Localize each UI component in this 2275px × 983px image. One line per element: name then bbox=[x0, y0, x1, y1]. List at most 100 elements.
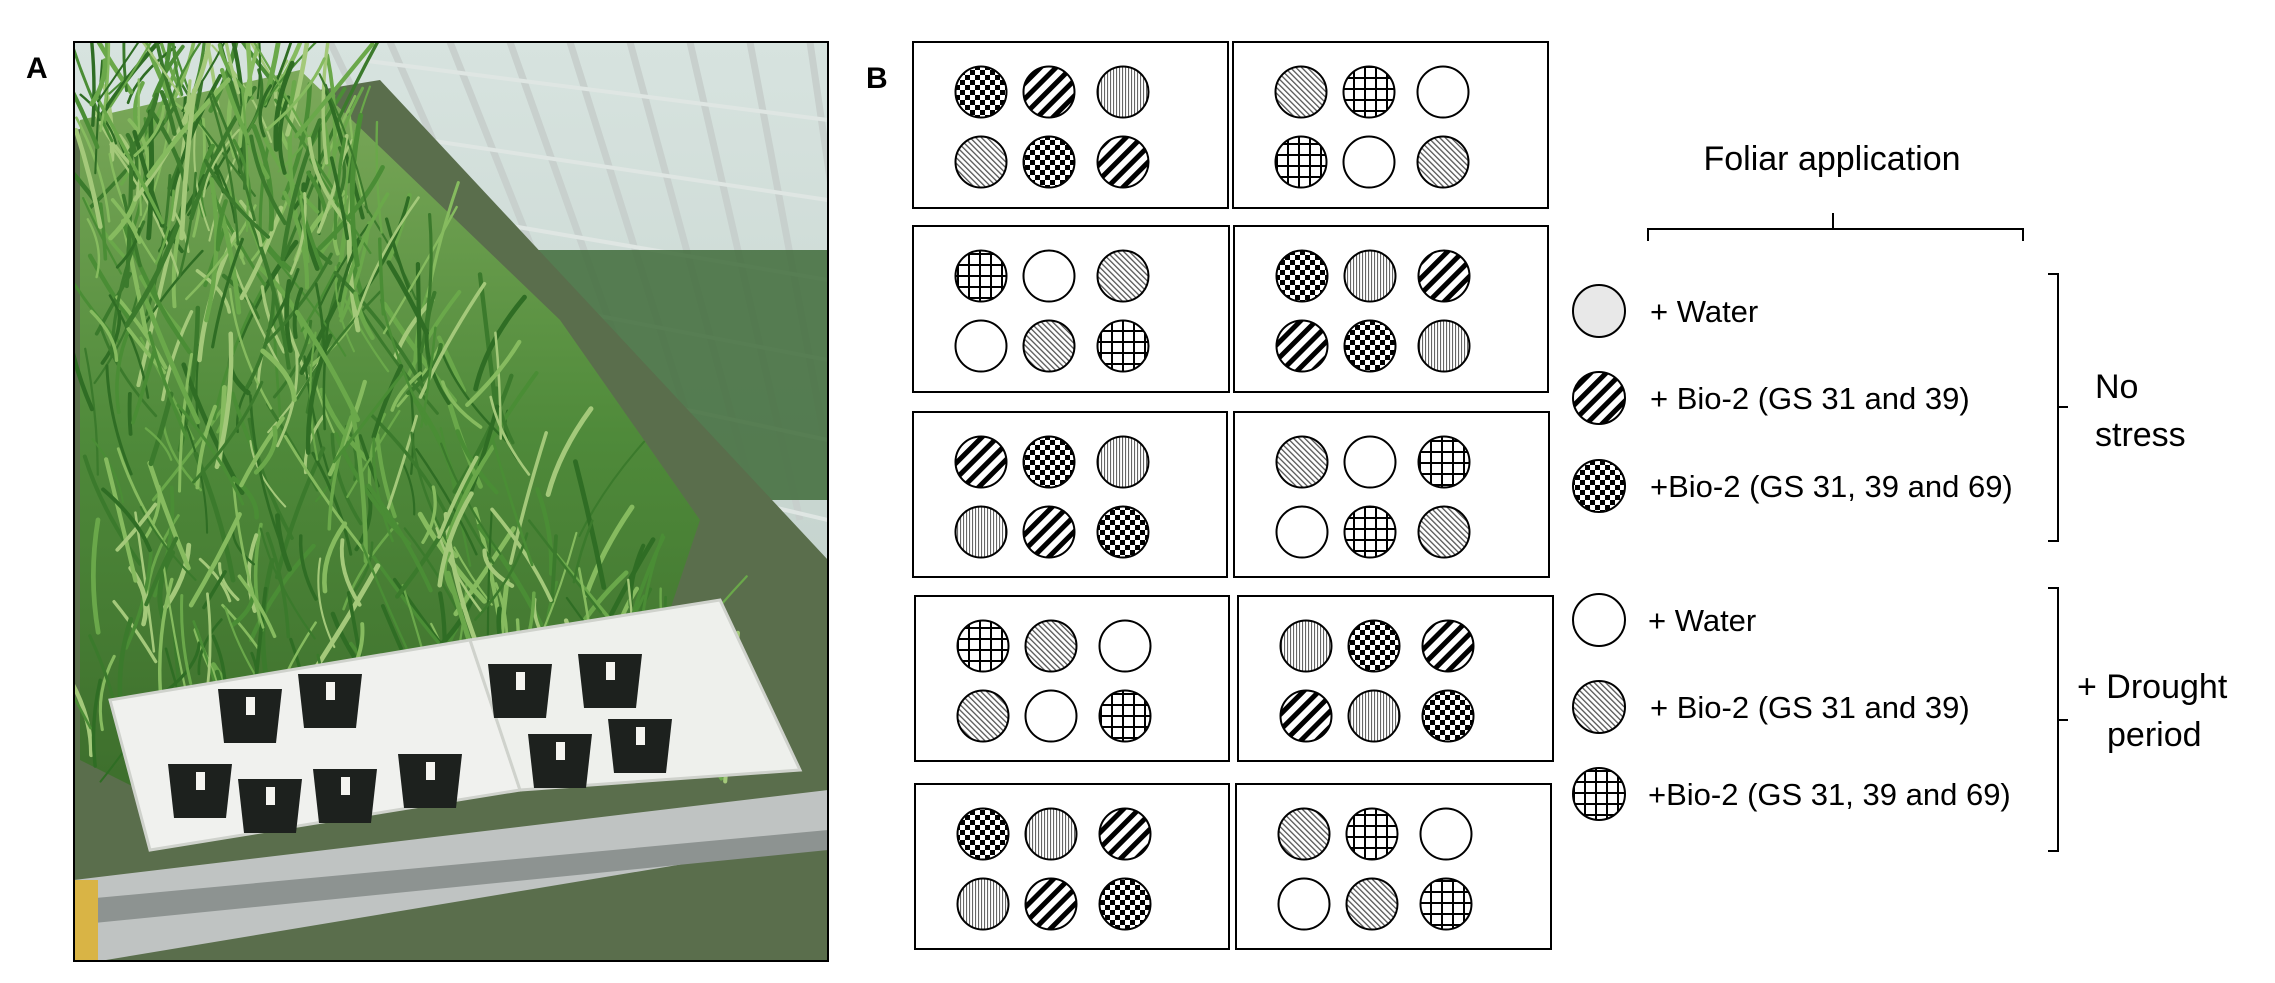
pot-marker-hatch bbox=[1277, 807, 1331, 861]
pot-marker-hatch bbox=[1096, 249, 1150, 303]
pot-marker-white bbox=[1024, 689, 1078, 743]
tray-border bbox=[1233, 411, 1550, 578]
tray bbox=[912, 411, 1228, 578]
legend-label: +Bio-2 (GS 31, 39 and 69) bbox=[1650, 469, 2013, 504]
tray bbox=[914, 595, 1230, 762]
pot-marker-check bbox=[1275, 249, 1329, 303]
panel-b-label: B bbox=[866, 62, 888, 95]
legend-swatch-check bbox=[1572, 459, 1626, 513]
pot-marker-hatch bbox=[1417, 505, 1471, 559]
pot-marker-grid bbox=[1098, 689, 1152, 743]
pot-marker-vlines bbox=[1096, 65, 1150, 119]
tray bbox=[1237, 595, 1554, 762]
legend-title: Foliar application bbox=[1703, 140, 1960, 178]
group-label-drought-line2: period bbox=[2107, 716, 2202, 754]
plant-pots bbox=[168, 654, 672, 833]
pot-marker-diag bbox=[1022, 65, 1076, 119]
legend-swatch-gray bbox=[1572, 284, 1626, 338]
pot-marker-hatch bbox=[956, 689, 1010, 743]
legend-label: + Bio-2 (GS 31 and 39) bbox=[1650, 381, 1970, 416]
tray bbox=[912, 41, 1229, 209]
pot-marker-hatch bbox=[1274, 65, 1328, 119]
pot-marker-check bbox=[1421, 689, 1475, 743]
pot-marker-white bbox=[1342, 135, 1396, 189]
pot-marker-hatch bbox=[1024, 619, 1078, 673]
tray-border bbox=[1232, 41, 1549, 209]
legend-top-brace bbox=[1647, 213, 2024, 241]
pot-marker-diag bbox=[1275, 319, 1329, 373]
pot-marker-white bbox=[1343, 435, 1397, 489]
pot-marker-white bbox=[1416, 65, 1470, 119]
pot-marker-white bbox=[1275, 505, 1329, 559]
pot-marker-diag bbox=[1279, 689, 1333, 743]
pot-marker-vlines bbox=[956, 877, 1010, 931]
pot-marker-hatch bbox=[1275, 435, 1329, 489]
group-label-no-stress-line1: No bbox=[2095, 368, 2138, 406]
pot-marker-white bbox=[954, 319, 1008, 373]
group-label-drought-line1: + Drought bbox=[2077, 668, 2228, 706]
pot-marker-hatch bbox=[1416, 135, 1470, 189]
tray-border bbox=[914, 595, 1230, 762]
legend-item: + Water bbox=[1572, 593, 1756, 647]
pot-marker-grid bbox=[1419, 877, 1473, 931]
pot-marker-check bbox=[1022, 435, 1076, 489]
tray-layout bbox=[912, 41, 1554, 950]
pot-marker-check bbox=[1022, 135, 1076, 189]
pot-marker-check bbox=[1347, 619, 1401, 673]
pot-marker-vlines bbox=[1347, 689, 1401, 743]
greenhouse-photo bbox=[74, 42, 828, 961]
tray-border bbox=[1235, 783, 1552, 950]
pot-marker-grid bbox=[1417, 435, 1471, 489]
tray bbox=[1233, 411, 1550, 578]
legend: Foliar application + Water + Bio-2 (GS 31… bbox=[1572, 140, 2228, 852]
legend-item: +Bio-2 (GS 31, 39 and 69) bbox=[1572, 767, 2011, 821]
pot-marker-hatch bbox=[1345, 877, 1399, 931]
legend-swatch-hatch bbox=[1572, 680, 1626, 734]
pot-marker-vlines bbox=[1343, 249, 1397, 303]
legend-label: + Bio-2 (GS 31 and 39) bbox=[1650, 690, 1970, 725]
pot-marker-grid bbox=[954, 249, 1008, 303]
drought-brace bbox=[2048, 587, 2068, 852]
tray-border bbox=[1237, 595, 1554, 762]
pot-marker-grid bbox=[1342, 65, 1396, 119]
pot-marker-hatch bbox=[954, 135, 1008, 189]
tray bbox=[912, 225, 1230, 393]
pot-marker-white bbox=[1419, 807, 1473, 861]
pot-marker-check bbox=[956, 807, 1010, 861]
tray-border bbox=[912, 225, 1230, 393]
pot-marker-grid bbox=[956, 619, 1010, 673]
tray bbox=[914, 783, 1230, 950]
pot-marker-diag bbox=[1024, 877, 1078, 931]
legend-swatch-grid bbox=[1572, 767, 1626, 821]
legend-item: + Bio-2 (GS 31 and 39) bbox=[1572, 371, 1970, 425]
pot-marker-vlines bbox=[954, 505, 1008, 559]
tray bbox=[1233, 225, 1549, 393]
pot-marker-diag bbox=[1421, 619, 1475, 673]
no-stress-brace bbox=[2048, 273, 2068, 542]
pot-marker-white bbox=[1277, 877, 1331, 931]
legend-swatch-white bbox=[1572, 593, 1626, 647]
pot-marker-hatch bbox=[1022, 319, 1076, 373]
pot-marker-vlines bbox=[1096, 435, 1150, 489]
pot-marker-grid bbox=[1345, 807, 1399, 861]
pot-marker-vlines bbox=[1024, 807, 1078, 861]
tray-border bbox=[912, 41, 1229, 209]
pot-marker-grid bbox=[1274, 135, 1328, 189]
tray-border bbox=[1233, 225, 1549, 393]
legend-item: + Water bbox=[1572, 284, 1758, 338]
panel-a-label: A bbox=[26, 52, 48, 85]
pot-marker-diag bbox=[1417, 249, 1471, 303]
tray-border bbox=[912, 411, 1228, 578]
pot-marker-white bbox=[1098, 619, 1152, 673]
tray bbox=[1232, 41, 1549, 209]
legend-item: +Bio-2 (GS 31, 39 and 69) bbox=[1572, 459, 2013, 513]
pot-marker-check bbox=[1096, 505, 1150, 559]
pot-marker-diag bbox=[1022, 505, 1076, 559]
pot-marker-check bbox=[1098, 877, 1152, 931]
tray-border bbox=[914, 783, 1230, 950]
pot-marker-vlines bbox=[1417, 319, 1471, 373]
pot-marker-check bbox=[1343, 319, 1397, 373]
tray bbox=[1235, 783, 1552, 950]
group-label-no-stress-line2: stress bbox=[2095, 416, 2186, 454]
